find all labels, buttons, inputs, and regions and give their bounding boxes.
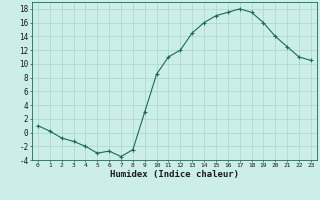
X-axis label: Humidex (Indice chaleur): Humidex (Indice chaleur) [110,170,239,179]
